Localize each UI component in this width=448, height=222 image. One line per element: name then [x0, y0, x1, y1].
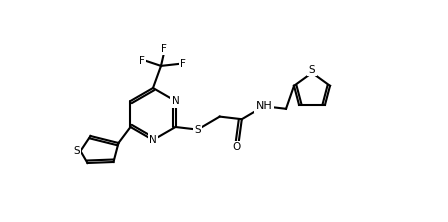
Text: S: S — [73, 146, 80, 156]
Text: NH: NH — [255, 101, 272, 111]
Text: F: F — [139, 56, 145, 66]
Text: F: F — [180, 59, 186, 69]
Text: F: F — [161, 44, 167, 54]
Text: N: N — [149, 135, 157, 145]
Text: S: S — [194, 125, 201, 135]
Text: O: O — [233, 142, 241, 152]
Text: S: S — [309, 65, 315, 75]
Text: N: N — [172, 96, 179, 106]
